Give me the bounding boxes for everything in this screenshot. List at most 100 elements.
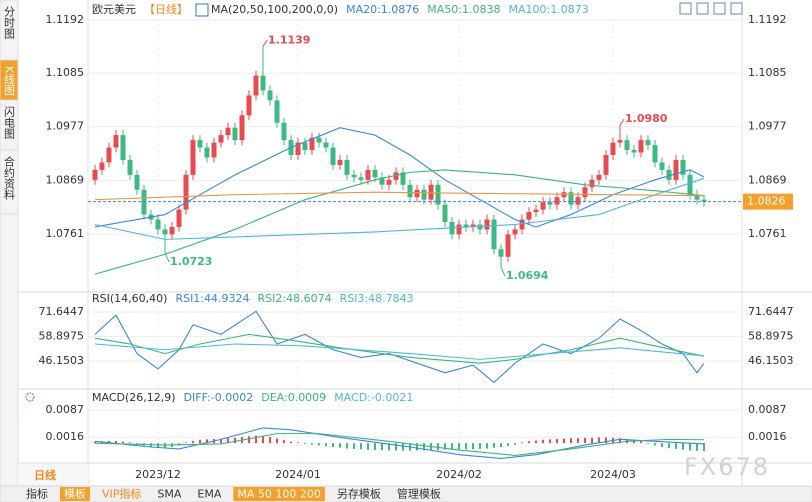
toolbar-button[interactable]: 管理模板	[397, 487, 441, 501]
candle-body	[92, 169, 98, 180]
toolbar-button[interactable]: 指标	[26, 487, 48, 501]
indicator-line	[94, 427, 705, 460]
candle-body	[638, 140, 644, 153]
candle-body	[603, 155, 609, 175]
candle-body	[183, 174, 189, 210]
macd-bar	[465, 443, 467, 450]
toolbar-button-bg[interactable]	[60, 487, 90, 501]
sidebar-tab-label[interactable]: 合约资料	[3, 155, 16, 201]
macd-bar	[696, 443, 698, 451]
macd-bar	[395, 443, 397, 451]
macd-bar	[500, 443, 502, 448]
annotation-leader	[164, 252, 170, 262]
period-box	[18, 464, 88, 486]
sidebar-tab-label[interactable]: 闪电图	[3, 105, 16, 140]
toolbar-button[interactable]: SMA	[157, 488, 181, 501]
candle-body	[512, 229, 518, 235]
indicator-icon[interactable]	[195, 3, 209, 17]
toolbar-button[interactable]: 模板	[64, 487, 86, 501]
sidebar-tab[interactable]	[0, 149, 19, 215]
indicator-line	[94, 177, 705, 240]
macd-bar	[605, 437, 607, 444]
candle-body	[316, 137, 322, 143]
bottom-toolbar	[0, 485, 812, 502]
macd-bar	[332, 443, 334, 448]
candle-body	[351, 174, 357, 178]
candle-body	[274, 100, 280, 123]
candle-body	[687, 174, 693, 195]
x-tick-label: 2023/12	[135, 468, 181, 481]
macd-bar	[563, 438, 565, 444]
candle-body	[267, 90, 273, 101]
candle-body	[127, 159, 133, 175]
candle-body	[456, 224, 462, 235]
y-tick-label: 1.0977	[748, 120, 787, 133]
y-tick-label: 1.0869	[748, 173, 787, 186]
macd-bar	[374, 443, 376, 451]
annotation-label: 1.0723	[170, 255, 212, 268]
candle-body	[407, 184, 413, 198]
candle-body	[414, 189, 420, 198]
macd-bar	[584, 437, 586, 444]
toolbar-button[interactable]: 另存模板	[337, 487, 381, 501]
candle-body	[491, 219, 497, 250]
macd-bar	[647, 443, 649, 444]
macd-bar	[318, 443, 320, 446]
candle-body	[295, 142, 301, 155]
y-tick-label: 1.1085	[46, 66, 85, 79]
candle-body	[673, 159, 679, 180]
candle-body	[211, 142, 217, 158]
legend-label: RSI3:48.7843	[340, 292, 414, 305]
macd-bar	[283, 440, 285, 444]
tool-icon[interactable]	[696, 2, 709, 15]
toolbar-button-bg[interactable]	[233, 487, 325, 501]
macd-bar	[248, 436, 250, 444]
tool-icon[interactable]	[713, 2, 726, 15]
toolbar-button[interactable]: EMA	[197, 488, 221, 501]
indicator-icon[interactable]	[25, 392, 35, 402]
chart-tools[interactable]	[679, 2, 743, 15]
candle-body	[372, 169, 378, 178]
macd-bar	[304, 443, 306, 444]
macd-bar	[703, 443, 705, 452]
y-tick-label: 1.1192	[748, 13, 787, 26]
candle-body	[162, 229, 168, 235]
candle-body	[232, 127, 238, 141]
macd-bar	[549, 439, 551, 444]
macd-bar	[507, 443, 509, 446]
macd-bar	[325, 443, 327, 447]
toolbar-button[interactable]: MA 50 100 200	[237, 488, 321, 501]
candle-body	[645, 140, 651, 146]
y-tick-label: 71.6447	[39, 305, 85, 318]
tool-icon[interactable]	[679, 2, 692, 15]
candle-body	[554, 197, 560, 205]
macd-bar	[220, 438, 222, 444]
candle-body	[246, 95, 252, 116]
y-tick-label: 1.0761	[46, 227, 85, 240]
legend-label: MA50:1.0838	[427, 3, 500, 16]
sidebar-tab-label[interactable]: K线图	[3, 66, 16, 96]
candle-body	[134, 174, 140, 190]
macd-bar	[437, 443, 439, 451]
candle-body	[253, 75, 259, 96]
period-label[interactable]: 日线	[34, 468, 56, 482]
x-tick-label: 2024/03	[590, 468, 636, 481]
candle-body	[694, 194, 700, 200]
macd-bar	[675, 443, 677, 449]
x-tick-label: 2024/02	[436, 468, 482, 481]
candle-body	[610, 142, 616, 155]
macd-bar	[640, 441, 642, 444]
macd-bar	[94, 441, 96, 444]
candle-body	[400, 172, 406, 185]
tool-icon[interactable]	[730, 2, 743, 15]
candle-body	[337, 159, 343, 165]
macd-bar	[416, 443, 418, 451]
annotation-leader	[500, 266, 506, 277]
macd-bar	[668, 443, 670, 449]
sidebar-tab-label[interactable]: 分时图	[3, 6, 16, 40]
macd-bar	[353, 443, 355, 449]
y-tick-label: 58.8975	[748, 329, 794, 342]
toolbar-button[interactable]: VIP指标	[102, 487, 141, 501]
candle-body	[421, 189, 427, 200]
y-tick-label: 1.1192	[46, 13, 85, 26]
